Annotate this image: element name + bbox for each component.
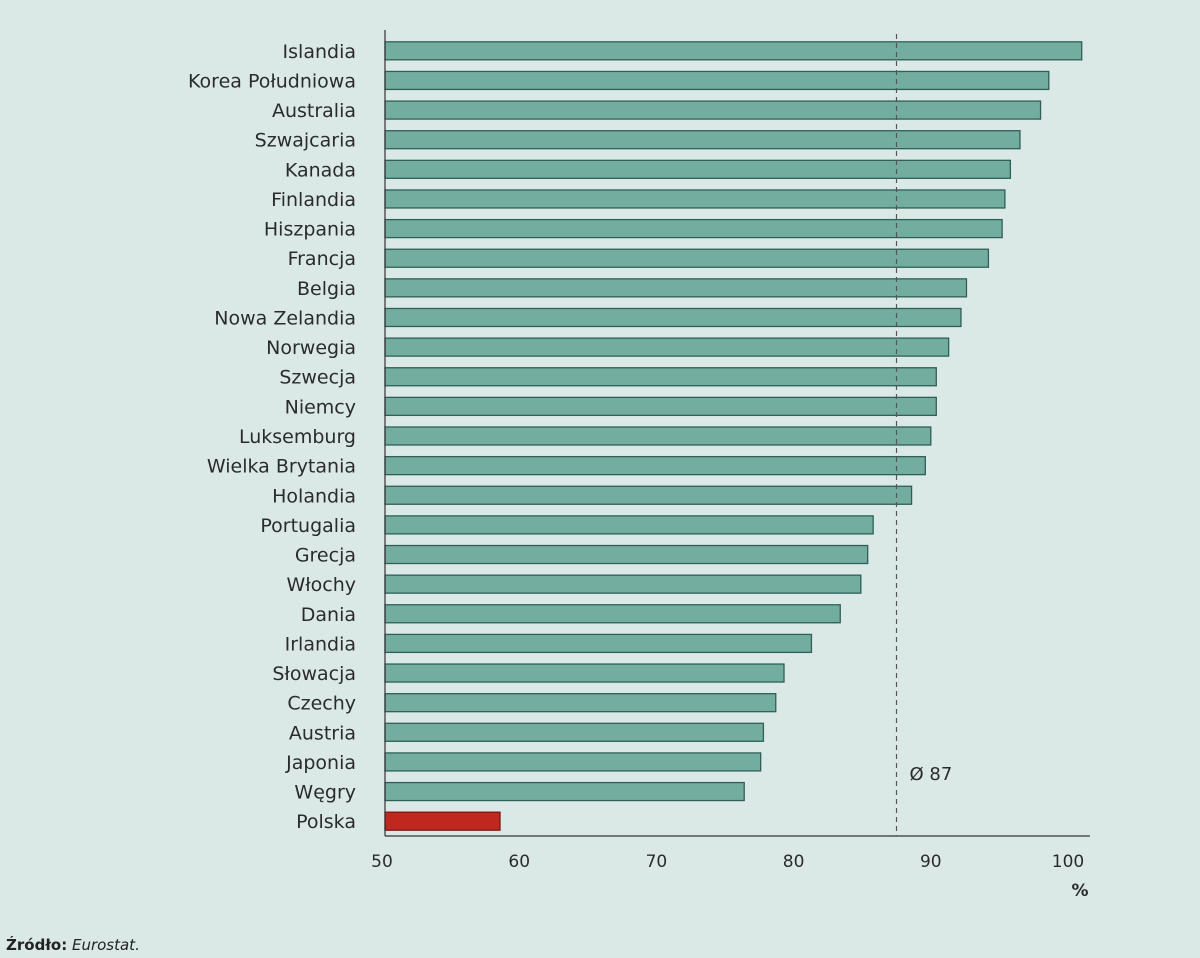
category-label: Węgry [294, 782, 356, 804]
bar-portugalia [384, 515, 874, 535]
bar-japonia [384, 752, 762, 772]
category-label: Luksemburg [239, 426, 356, 448]
category-label: Norwegia [266, 337, 356, 359]
category-label: Wielka Brytania [207, 456, 356, 478]
bar-włochy [384, 574, 862, 594]
bar-niemcy [384, 396, 937, 417]
bar-szwajcaria [384, 130, 1021, 150]
bar-islandia [384, 41, 1083, 61]
category-label: Włochy [286, 574, 356, 596]
bar-holandia [384, 485, 913, 505]
category-label: Francja [288, 248, 356, 270]
average-label: Ø 87 [910, 764, 953, 785]
category-label: Finlandia [271, 189, 356, 211]
category-label: Korea Południowa [188, 70, 356, 92]
category-label: Czechy [287, 693, 356, 715]
category-label: Nowa Zelandia [214, 307, 356, 329]
category-label: Portugalia [260, 515, 356, 537]
x-tick-label: 80 [783, 852, 805, 872]
bar-kanada [384, 159, 1012, 179]
x-tick-label: 70 [646, 852, 668, 872]
bar-francja [384, 248, 990, 268]
bar-czechy [384, 693, 777, 713]
source-value: Eurostat. [71, 936, 140, 954]
category-labels: Islandia Korea Południowa Australia Szwajca… [188, 41, 356, 833]
bar-korea-południowa [384, 70, 1050, 91]
bar-chart: Islandia Korea Południowa Australia Szwajca… [188, 30, 1090, 901]
category-label: Holandia [272, 485, 356, 507]
bar-finlandia [384, 189, 1006, 209]
bar-norwegia [384, 337, 950, 357]
bar-grecja [384, 544, 869, 565]
bar-szwecja [384, 367, 937, 387]
category-label: Szwecja [279, 367, 356, 389]
category-label: Grecja [295, 545, 356, 567]
category-label: Austria [289, 722, 356, 744]
category-label: Polska [296, 811, 356, 833]
bar-węgry [384, 781, 745, 802]
bar-luksemburg [384, 426, 932, 446]
bar-belgia [384, 278, 968, 298]
bar-dania [384, 604, 841, 624]
x-tick-label: 60 [508, 852, 530, 872]
x-tick-label: 100 [1052, 852, 1084, 872]
category-label: Kanada [285, 159, 356, 181]
source-note: Źródło: Eurostat. [6, 936, 140, 954]
category-label: Niemcy [285, 396, 356, 418]
category-label: Australia [272, 100, 356, 122]
x-tick-label: 50 [371, 852, 393, 872]
bar-słowacja [384, 663, 785, 683]
source-label: Źródło: [6, 936, 68, 954]
category-label: Hiszpania [264, 219, 356, 241]
category-label: Islandia [283, 41, 356, 63]
category-label: Słowacja [272, 663, 356, 685]
x-ticks: 50 60 70 80 90 100 [371, 852, 1084, 872]
category-label: Irlandia [285, 633, 356, 655]
bar-australia [384, 100, 1042, 120]
x-axis-unit-label: % [1071, 881, 1088, 901]
category-label: Szwajcaria [255, 130, 356, 152]
category-label: Dania [301, 604, 356, 626]
bars-group [384, 41, 1083, 831]
bar-austria [384, 722, 765, 742]
bar-irlandia [384, 633, 813, 654]
category-label: Japonia [285, 752, 356, 774]
bar-polska [384, 811, 501, 831]
bar-wielka-brytania [384, 455, 926, 476]
x-tick-label: 90 [920, 852, 942, 872]
bar-hiszpania [384, 218, 1003, 239]
category-label: Belgia [297, 278, 356, 300]
bar-nowa-zelandia [384, 307, 962, 328]
